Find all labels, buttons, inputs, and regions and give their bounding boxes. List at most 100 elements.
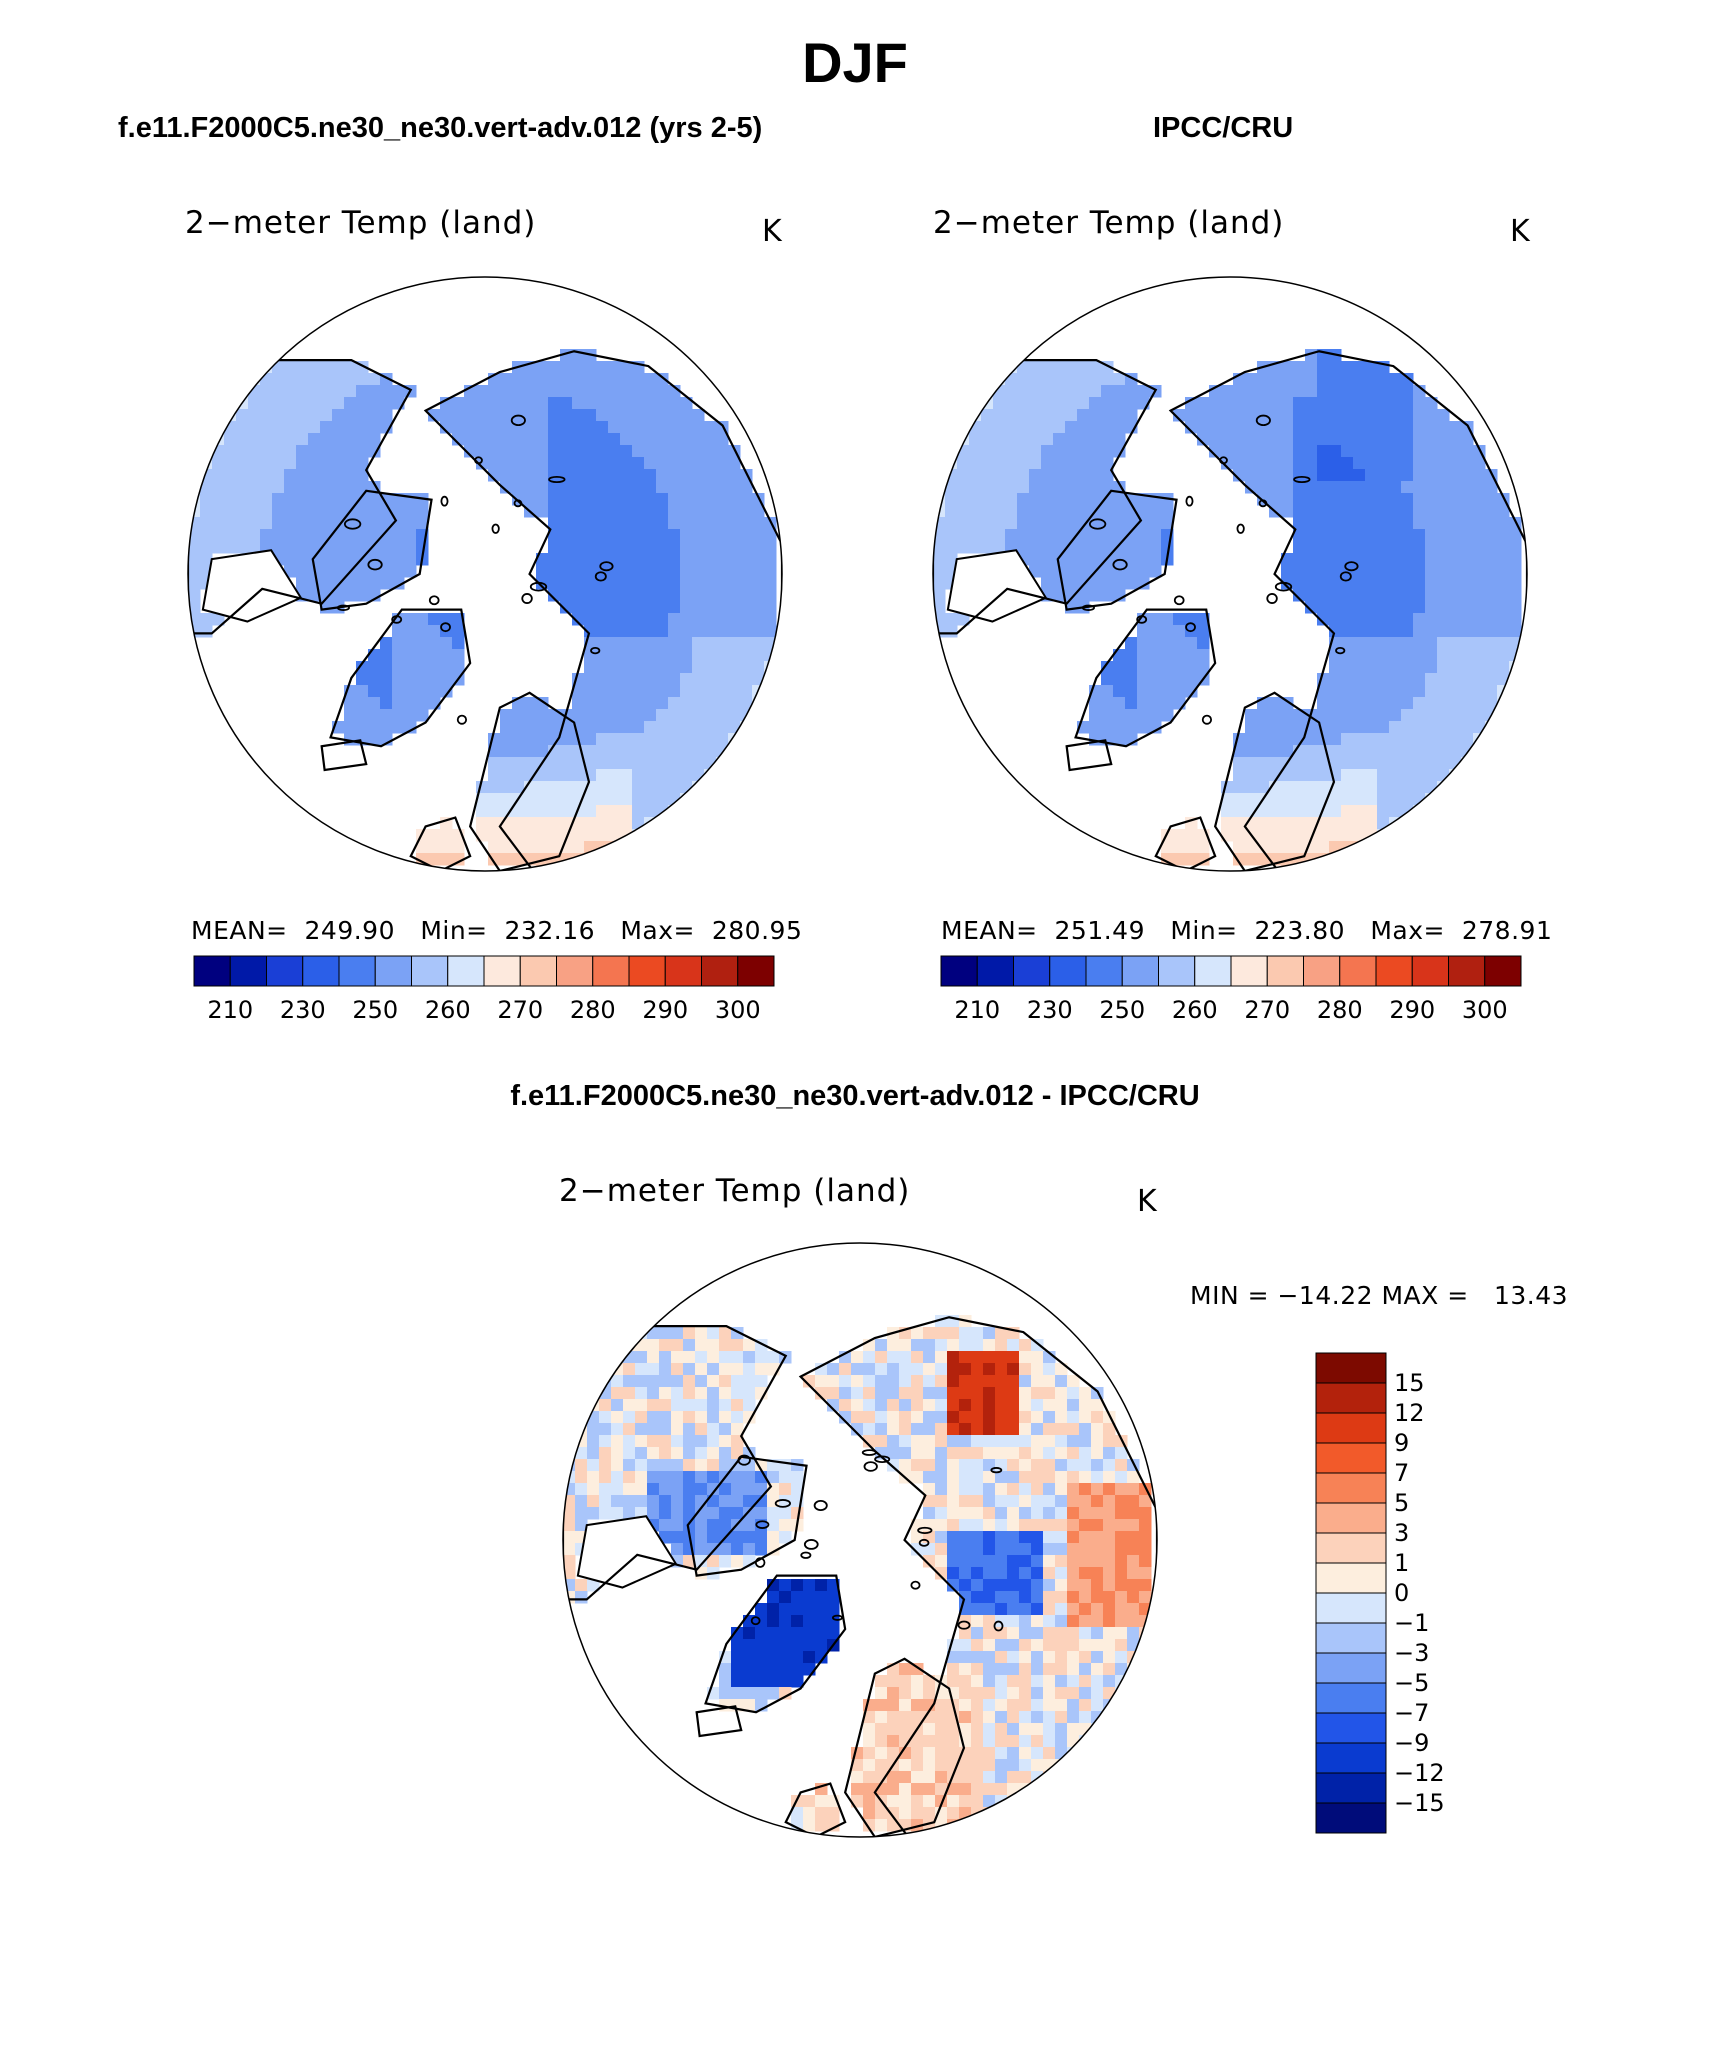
field-cell	[1173, 841, 1186, 854]
colorbar-box	[302, 955, 340, 987]
field-cell	[1185, 673, 1198, 686]
field-cell	[1103, 1723, 1116, 1736]
field-cell	[981, 409, 994, 422]
field-cell	[767, 1471, 780, 1484]
field-cell	[995, 1783, 1008, 1796]
field-cell	[1281, 409, 1294, 422]
field-cell	[1269, 793, 1282, 806]
field-cell	[1115, 1627, 1128, 1640]
field-cell	[680, 817, 693, 830]
field-cell	[923, 1771, 936, 1784]
field-cell	[981, 457, 994, 470]
field-cell	[1005, 505, 1018, 518]
field-cell	[1055, 1759, 1068, 1772]
field-cell	[272, 481, 285, 494]
field-cell	[692, 493, 705, 506]
field-cell	[935, 1399, 948, 1412]
field-cell	[608, 577, 621, 590]
field-cell	[839, 1411, 852, 1424]
field-cell	[1257, 781, 1270, 794]
field-cell	[827, 1591, 840, 1604]
field-cell	[1389, 757, 1402, 770]
field-cell	[656, 625, 669, 638]
field-cell	[1091, 1579, 1104, 1592]
field-cell	[680, 709, 693, 722]
field-cell	[647, 1351, 660, 1364]
field-cell	[224, 385, 237, 398]
field-cell	[1019, 1363, 1032, 1376]
field-cell	[1007, 1579, 1020, 1592]
field-cell	[755, 1459, 768, 1472]
field-cell	[671, 1363, 684, 1376]
field-cell	[1173, 637, 1186, 650]
field-cell	[752, 553, 765, 566]
field-cell	[993, 517, 1006, 530]
field-cell	[1497, 565, 1510, 578]
field-cell	[1019, 1651, 1032, 1664]
field-cell	[560, 769, 573, 782]
field-cell	[1473, 685, 1486, 698]
field-cell	[1317, 373, 1330, 386]
field-cell	[995, 1399, 1008, 1412]
field-cell	[596, 721, 609, 734]
field-cell	[933, 589, 946, 602]
field-cell	[416, 661, 429, 674]
field-cell	[764, 673, 777, 686]
field-cell	[428, 853, 441, 866]
field-cell	[587, 1363, 600, 1376]
field-cell	[1365, 841, 1378, 854]
field-cell	[620, 469, 633, 482]
field-cell	[1329, 529, 1342, 542]
field-cell	[320, 409, 333, 422]
field-cell	[764, 577, 777, 590]
field-cell	[1401, 781, 1414, 794]
field-cell	[728, 637, 741, 650]
field-cell	[1341, 793, 1354, 806]
field-cell	[623, 1495, 636, 1508]
field-cell	[1079, 1447, 1092, 1460]
field-cell	[1293, 781, 1306, 794]
field-cell	[320, 385, 333, 398]
field-cell	[1293, 541, 1306, 554]
field-cell	[1185, 661, 1198, 674]
field-cell	[296, 469, 309, 482]
field-cell	[983, 1495, 996, 1508]
field-cell	[452, 397, 465, 410]
field-cell	[995, 1339, 1008, 1352]
field-cell	[1509, 613, 1522, 626]
field-cell	[632, 793, 645, 806]
field-cell	[1245, 853, 1258, 866]
field-cell	[1221, 817, 1234, 830]
field-cell	[1341, 781, 1354, 794]
field-cell	[1473, 553, 1486, 566]
field-cell	[945, 505, 958, 518]
field-cell	[1269, 709, 1282, 722]
field-cell	[536, 397, 549, 410]
field-cell	[704, 469, 717, 482]
island	[491, 523, 500, 534]
field-cell	[791, 1663, 804, 1676]
field-cell	[692, 805, 705, 818]
field-cell	[1067, 1771, 1080, 1784]
field-cell	[767, 1615, 780, 1628]
field-cell	[572, 493, 585, 506]
field-cell	[1365, 721, 1378, 734]
field-cell	[815, 1591, 828, 1604]
field-cell	[380, 541, 393, 554]
colorbar-box	[1315, 1412, 1387, 1444]
colorbar-box	[1315, 1442, 1387, 1474]
field-cell	[1317, 541, 1330, 554]
field-cell	[563, 1519, 576, 1532]
field-cell	[1341, 625, 1354, 638]
field-cell	[1005, 397, 1018, 410]
field-cell	[344, 577, 357, 590]
field-cell	[1461, 577, 1474, 590]
field-cell	[731, 1339, 744, 1352]
field-cell	[1449, 577, 1462, 590]
field-cell	[1067, 1495, 1080, 1508]
field-cell	[596, 613, 609, 626]
field-cell	[1055, 1639, 1068, 1652]
field-cell	[620, 637, 633, 650]
field-cell	[464, 397, 477, 410]
field-cell	[1067, 1723, 1080, 1736]
